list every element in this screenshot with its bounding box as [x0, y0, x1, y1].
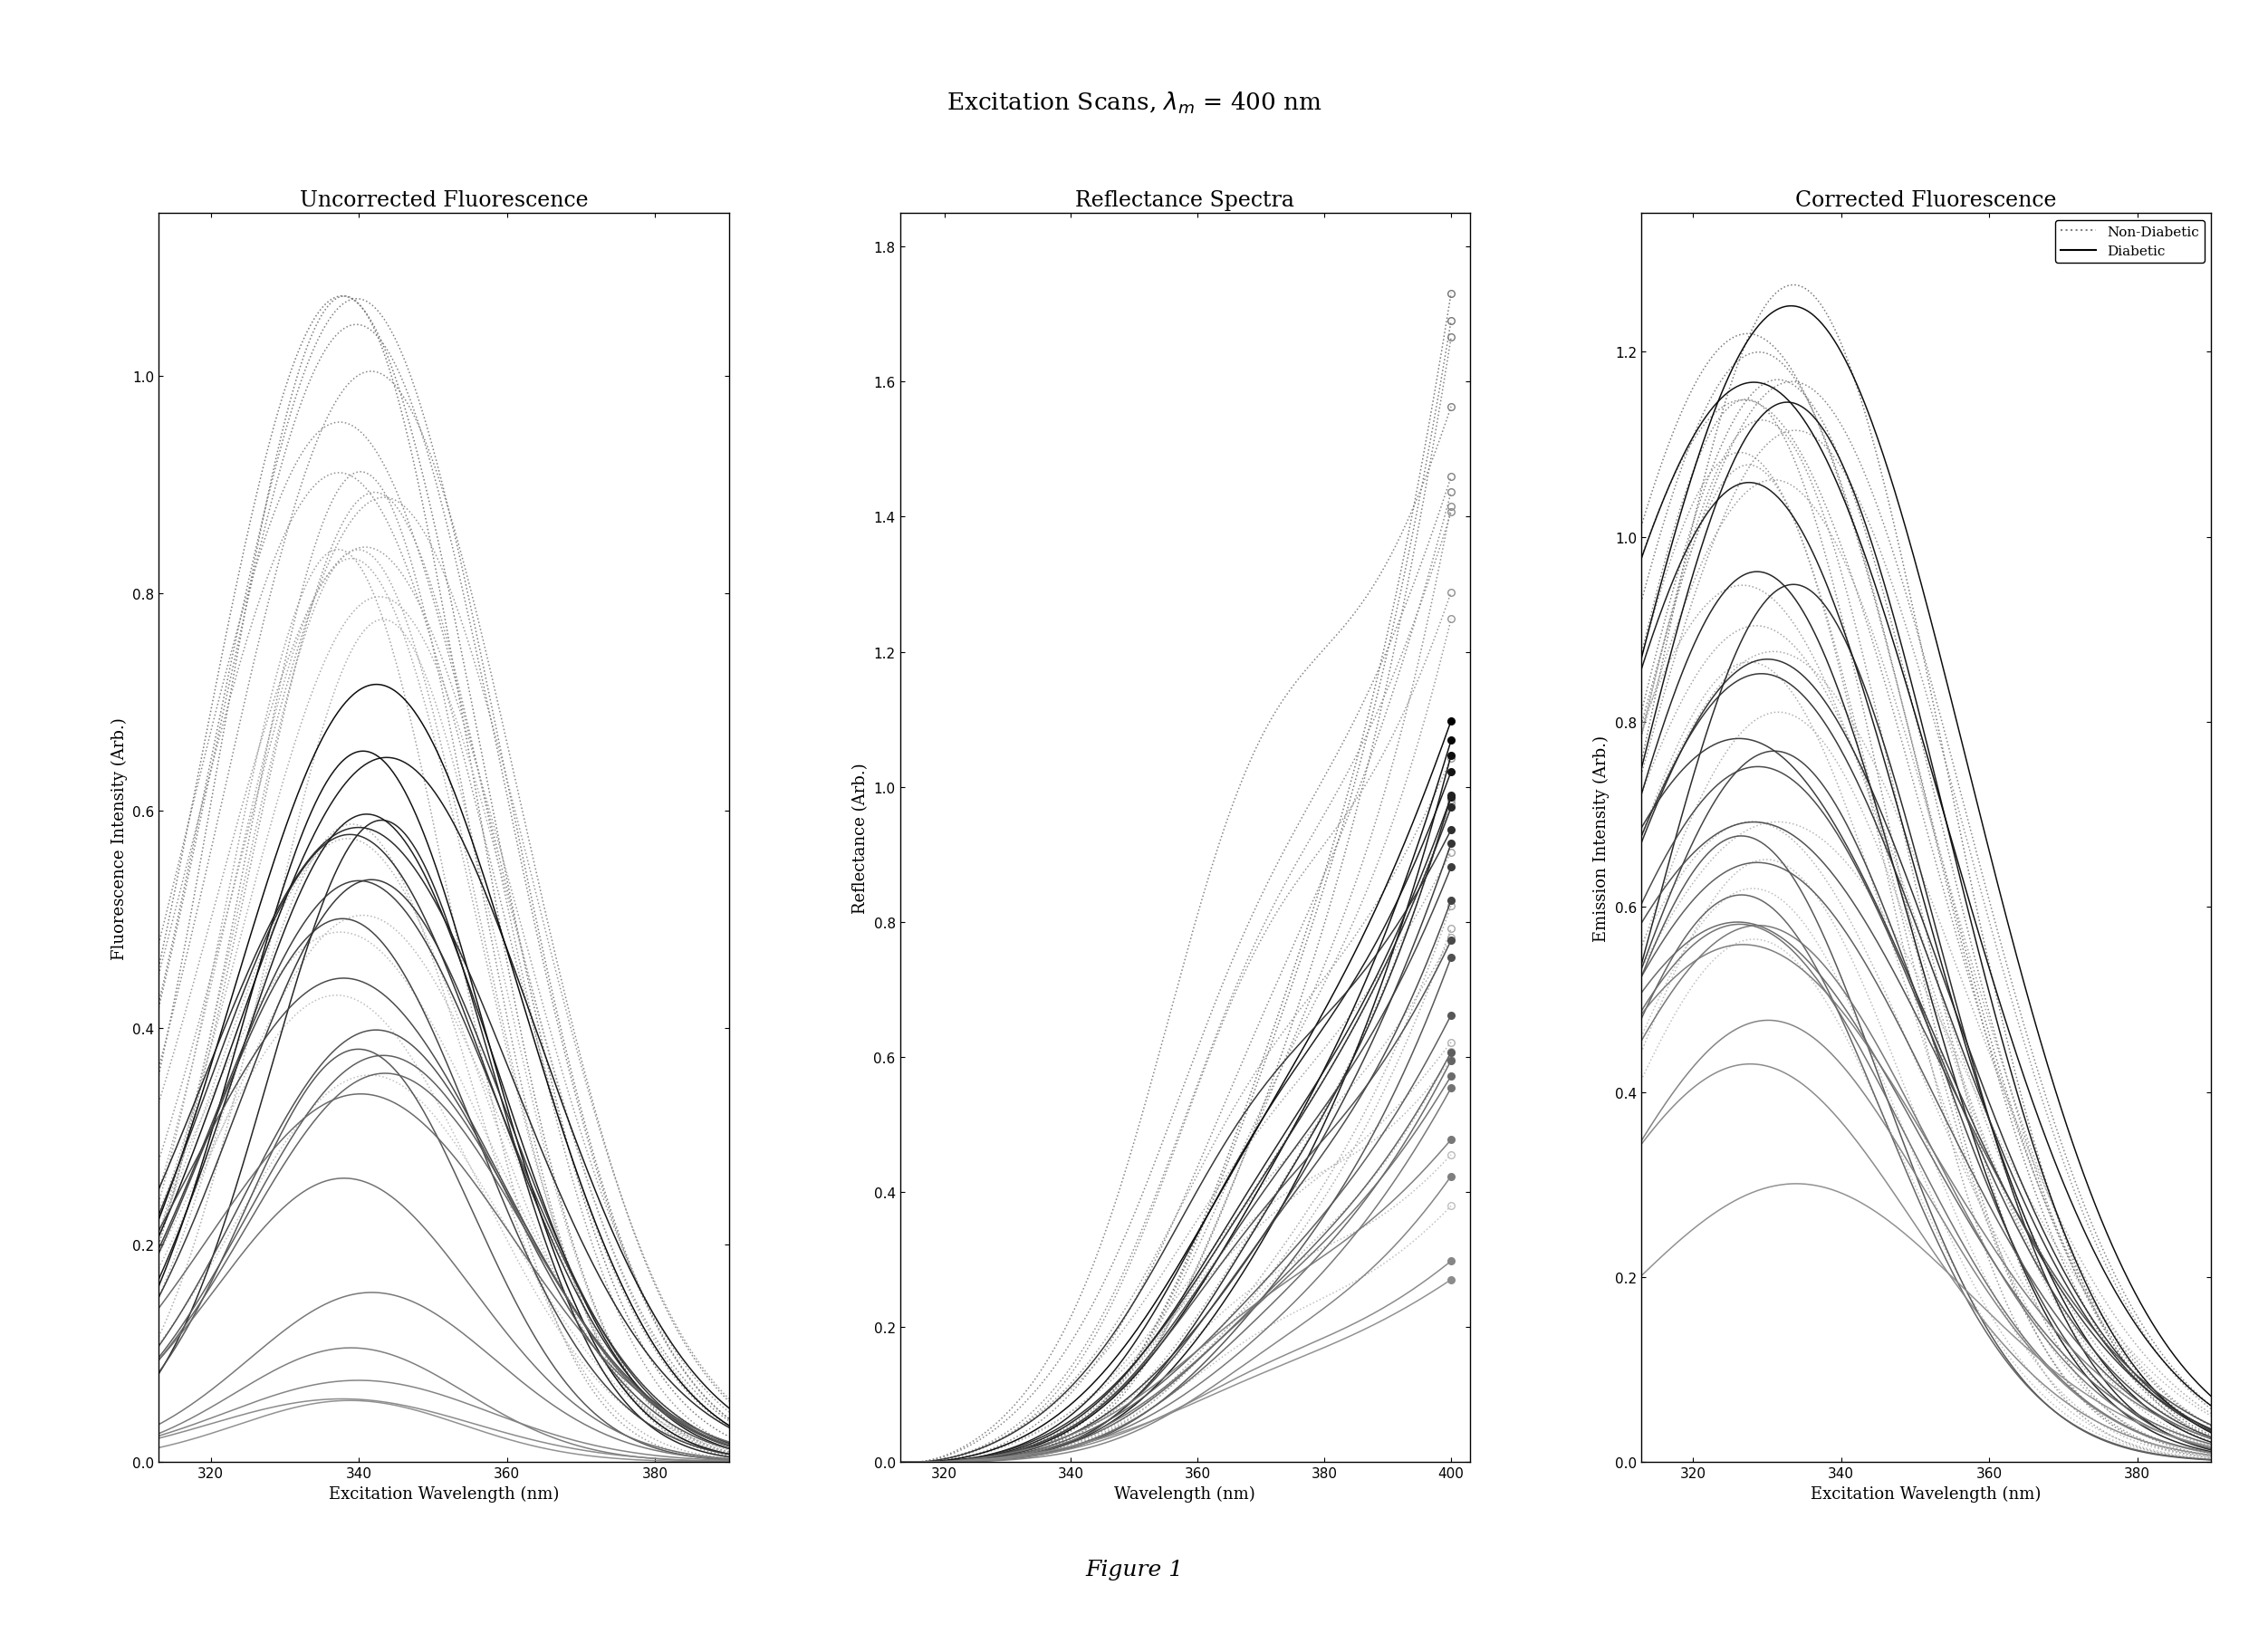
Text: Figure 1: Figure 1	[1084, 1559, 1184, 1579]
Y-axis label: Fluorescence Intensity (Arb.): Fluorescence Intensity (Arb.)	[111, 716, 127, 960]
X-axis label: Excitation Wavelength (nm): Excitation Wavelength (nm)	[1812, 1485, 2041, 1502]
Legend: Non-Diabetic, Diabetic: Non-Diabetic, Diabetic	[2055, 220, 2204, 265]
X-axis label: Excitation Wavelength (nm): Excitation Wavelength (nm)	[329, 1485, 558, 1502]
Y-axis label: Emission Intensity (Arb.): Emission Intensity (Arb.)	[1592, 734, 1610, 941]
X-axis label: Wavelength (nm): Wavelength (nm)	[1114, 1485, 1256, 1502]
Title: Corrected Fluorescence: Corrected Fluorescence	[1796, 189, 2057, 210]
Title: Uncorrected Fluorescence: Uncorrected Fluorescence	[299, 189, 587, 210]
Text: Excitation Scans, $\lambda_m$ = 400 nm: Excitation Scans, $\lambda_m$ = 400 nm	[946, 90, 1322, 117]
Title: Reflectance Spectra: Reflectance Spectra	[1075, 189, 1295, 210]
Y-axis label: Reflectance (Arb.): Reflectance (Arb.)	[853, 762, 869, 914]
